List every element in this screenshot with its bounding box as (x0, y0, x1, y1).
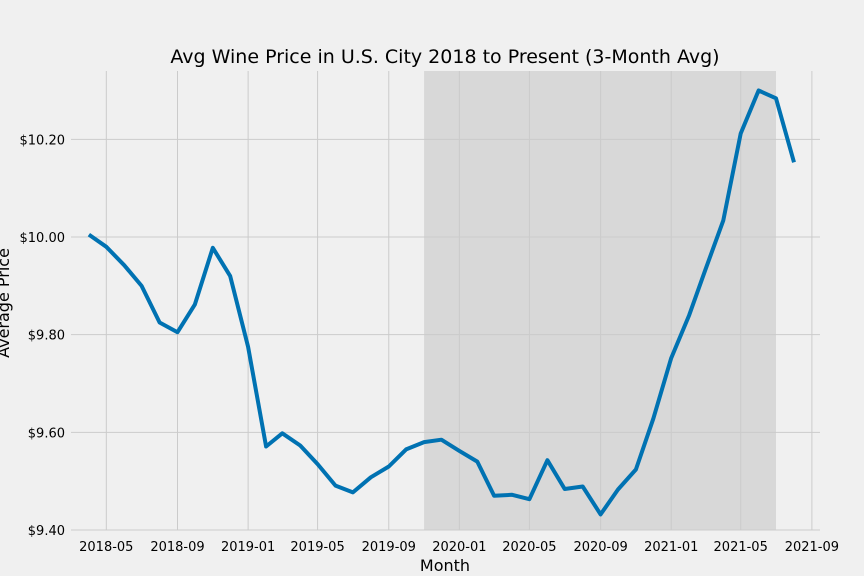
y-axis-label: Average Price (0, 248, 13, 358)
y-tick-label: $10.00 (20, 231, 66, 246)
y-tick-label: $9.60 (28, 426, 65, 441)
series-line-layer (87, 88, 796, 517)
x-tick-label: 2019-01 (221, 540, 275, 555)
y-tick-labels: $9.40 $9.60 $9.80 $10.00 $10.20 (20, 133, 66, 539)
x-axis-label: Month (420, 556, 470, 575)
grid-layer (71, 71, 820, 531)
shaded-region-layer (424, 71, 777, 530)
shaded-region (424, 71, 777, 530)
series-line (87, 88, 796, 517)
x-tick-label: 2020-05 (502, 540, 556, 555)
chart-title: Avg Wine Price in U.S. City 2018 to Pres… (170, 46, 719, 68)
x-tick-label: 2018-05 (79, 540, 133, 555)
x-tick-label: 2021-01 (644, 540, 698, 555)
y-tick-label: $10.20 (20, 133, 66, 148)
x-tick-label: 2021-09 (785, 540, 839, 555)
x-tick-labels: 2018-05 2018-09 2019-01 2019-05 2019-09 2020-… (79, 540, 839, 555)
y-tick-label: $9.80 (28, 329, 65, 344)
y-tick-label: $9.40 (28, 524, 65, 539)
x-tick-label: 2019-05 (290, 540, 344, 555)
x-tick-label: 2020-09 (573, 540, 627, 555)
x-tick-label: 2021-05 (714, 540, 768, 555)
x-tick-label: 2018-09 (150, 540, 204, 555)
x-tick-label: 2020-01 (432, 540, 486, 555)
x-tick-label: 2019-09 (362, 540, 416, 555)
